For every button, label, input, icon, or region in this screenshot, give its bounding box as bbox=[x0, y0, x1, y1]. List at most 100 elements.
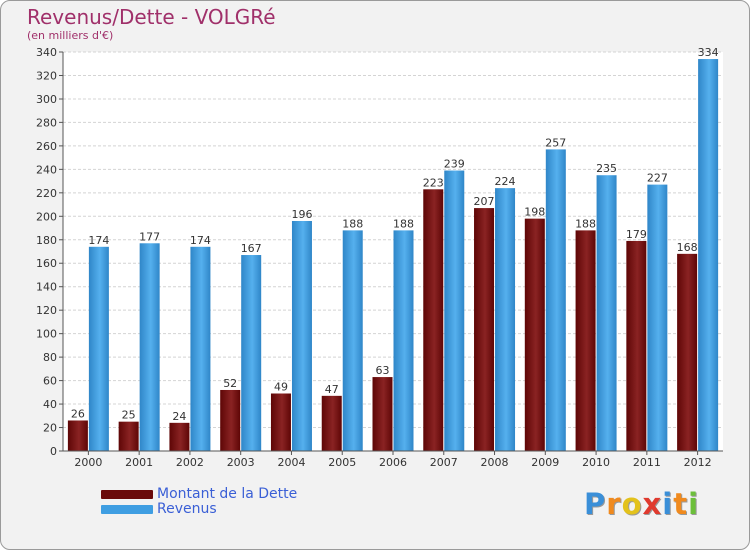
bar-debt bbox=[270, 393, 291, 451]
data-label-debt: 179 bbox=[626, 228, 647, 241]
bar-debt bbox=[524, 218, 545, 451]
x-tick-label: 2012 bbox=[684, 456, 712, 469]
x-tick-label: 2005 bbox=[328, 456, 356, 469]
data-label-revenue: 196 bbox=[291, 208, 312, 221]
logo-letter: t bbox=[673, 487, 689, 521]
logo-letter: x bbox=[642, 487, 663, 521]
data-label-revenue: 167 bbox=[241, 242, 262, 255]
bar-debt bbox=[423, 189, 444, 451]
data-label-debt: 49 bbox=[274, 380, 288, 393]
chart-title: Revenus/Dette - VOLGRé bbox=[27, 5, 276, 29]
legend-swatch-revenue bbox=[101, 505, 153, 514]
proxiti-logo: Proxiti bbox=[584, 487, 699, 521]
data-label-revenue: 188 bbox=[393, 217, 414, 230]
bar-debt bbox=[626, 240, 647, 451]
bar-revenue bbox=[139, 243, 160, 451]
bar-revenue bbox=[291, 220, 312, 451]
bar-revenue bbox=[393, 230, 414, 451]
data-label-debt: 207 bbox=[474, 195, 495, 208]
data-label-debt: 63 bbox=[376, 364, 390, 377]
x-tick-label: 2010 bbox=[582, 456, 610, 469]
legend-label-revenue: Revenus bbox=[157, 501, 217, 517]
data-labels: 2617425177241745216749196471886318822323… bbox=[71, 46, 719, 423]
x-tick-label: 2007 bbox=[430, 456, 458, 469]
data-label-revenue: 177 bbox=[139, 230, 160, 243]
y-tick-label: 140 bbox=[36, 281, 57, 294]
y-tick-label: 100 bbox=[36, 328, 57, 341]
data-label-revenue: 227 bbox=[647, 172, 668, 185]
logo-letter: i bbox=[688, 487, 700, 521]
bar-debt bbox=[220, 389, 241, 451]
bar-series bbox=[67, 59, 719, 452]
data-label-debt: 25 bbox=[122, 409, 136, 422]
bar-debt bbox=[169, 422, 190, 451]
x-tick-label: 2006 bbox=[379, 456, 407, 469]
y-tick-label: 60 bbox=[43, 375, 57, 388]
data-label-revenue: 224 bbox=[495, 175, 516, 188]
y-tick-label: 160 bbox=[36, 257, 57, 270]
data-label-revenue: 334 bbox=[698, 46, 719, 59]
bar-debt bbox=[321, 395, 342, 451]
bar-revenue bbox=[342, 230, 363, 451]
y-tick-label: 240 bbox=[36, 163, 57, 176]
legend-swatch-debt bbox=[101, 490, 153, 499]
data-label-revenue: 174 bbox=[190, 234, 211, 247]
plot-area bbox=[63, 52, 723, 451]
logo-letter: o bbox=[621, 487, 643, 521]
bar-debt bbox=[372, 377, 393, 451]
data-label-revenue: 188 bbox=[342, 217, 363, 230]
chart-subtitle: (en milliers d'€) bbox=[27, 29, 114, 42]
data-label-debt: 26 bbox=[71, 407, 85, 420]
x-tick-label: 2011 bbox=[633, 456, 661, 469]
legend: Montant de la Dette Revenus bbox=[101, 487, 297, 517]
bar-revenue bbox=[698, 59, 719, 452]
bar-revenue bbox=[241, 255, 262, 451]
y-tick-label: 120 bbox=[36, 304, 57, 317]
y-tick-label: 0 bbox=[50, 445, 57, 458]
data-label-debt: 198 bbox=[524, 206, 545, 219]
x-tick-label: 2001 bbox=[125, 456, 153, 469]
x-axis: 2000 2001 2002 2003 2004 2005 2006 2007 2008 2009… bbox=[63, 450, 723, 469]
bar-revenue bbox=[647, 184, 668, 451]
y-tick-label: 40 bbox=[43, 398, 57, 411]
x-tick-label: 2008 bbox=[481, 456, 509, 469]
y-tick-label: 200 bbox=[36, 210, 57, 223]
data-label-debt: 168 bbox=[677, 241, 698, 254]
x-tick-label: 2009 bbox=[531, 456, 559, 469]
x-tick-label: 2003 bbox=[227, 456, 255, 469]
data-label-debt: 188 bbox=[575, 217, 596, 230]
y-tick-label: 280 bbox=[36, 116, 57, 129]
y-tick-label: 180 bbox=[36, 234, 57, 247]
legend-label-debt: Montant de la Dette bbox=[157, 486, 298, 502]
bar-debt bbox=[118, 421, 139, 451]
y-tick-label: 320 bbox=[36, 69, 57, 82]
bar-revenue bbox=[545, 149, 566, 451]
logo-letter: P bbox=[584, 487, 607, 521]
data-label-revenue: 174 bbox=[88, 234, 109, 247]
bar-debt bbox=[474, 208, 495, 451]
y-tick-label: 80 bbox=[43, 351, 57, 364]
bar-revenue bbox=[495, 188, 516, 452]
data-label-debt: 47 bbox=[325, 383, 339, 396]
y-tick-label: 340 bbox=[36, 46, 57, 59]
x-tick-label: 2002 bbox=[176, 456, 204, 469]
bar-debt bbox=[677, 253, 698, 451]
legend-item-debt: Montant de la Dette bbox=[101, 487, 297, 502]
data-label-debt: 223 bbox=[423, 176, 444, 189]
bar-revenue bbox=[88, 246, 109, 451]
y-tick-label: 260 bbox=[36, 140, 57, 153]
x-tick-label: 2000 bbox=[74, 456, 102, 469]
bar-debt bbox=[575, 230, 596, 451]
bar-revenue bbox=[444, 170, 465, 451]
x-tick-label: 2004 bbox=[277, 456, 305, 469]
legend-item-revenue: Revenus bbox=[101, 502, 297, 517]
data-label-debt: 52 bbox=[223, 377, 237, 390]
y-tick-label: 220 bbox=[36, 187, 57, 200]
data-label-revenue: 257 bbox=[545, 136, 566, 149]
data-label-debt: 24 bbox=[172, 410, 186, 423]
y-tick-label: 20 bbox=[43, 422, 57, 435]
bar-debt bbox=[67, 420, 88, 451]
logo-letter: r bbox=[606, 487, 622, 521]
